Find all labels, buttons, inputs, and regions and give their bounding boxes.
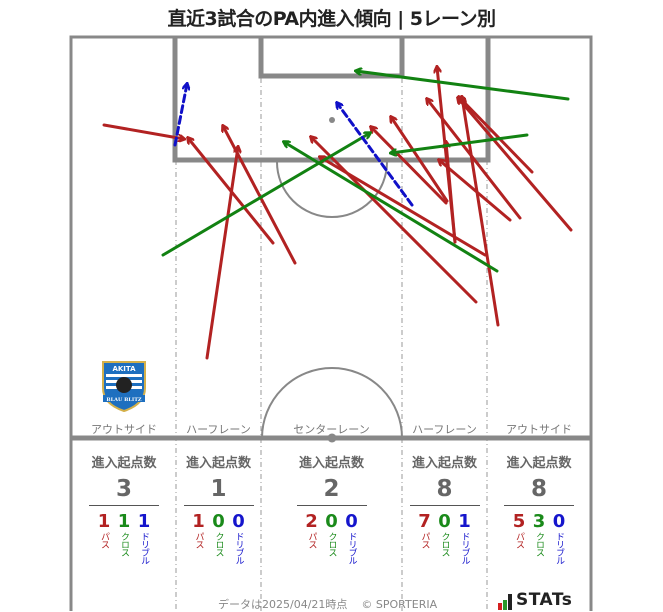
pass-arrow	[102, 123, 184, 139]
pass-count: 7	[418, 511, 431, 532]
bar-chart-icon	[498, 594, 512, 610]
cross-arrow	[284, 142, 499, 273]
cross-count: 0	[438, 511, 451, 532]
lane-label-right-halfspace: ハーフレーン	[412, 423, 477, 436]
entry-count-header: 進入起点数	[91, 456, 157, 471]
data-date: データは2025/04/21時点	[218, 598, 348, 611]
svg-text:BLAU BLITZ: BLAU BLITZ	[106, 397, 142, 403]
svg-text:AKITA: AKITA	[112, 365, 136, 373]
entry-count-total: 8	[436, 476, 453, 502]
cross-count: 1	[117, 511, 131, 532]
pass-arrow	[311, 137, 478, 304]
pass-count: 1	[97, 511, 111, 532]
cross-count: 3	[532, 511, 546, 532]
entry-count-total: 1	[210, 476, 227, 502]
pass-arrow	[205, 147, 238, 360]
pass-arrow	[446, 142, 457, 244]
stats-brand-logo: STATs	[498, 590, 572, 610]
pass-arrow	[371, 127, 448, 205]
dribble-count: 1	[458, 511, 471, 532]
dribble-count: 0	[552, 511, 566, 532]
lane-label-left-outside: アウトサイド	[91, 423, 157, 436]
pass-arrow	[458, 98, 573, 232]
lane-stats-left-halfspace: 進入起点数 1 1 パス 0 クロス 0 ドリブル	[176, 452, 261, 564]
brand-label: STATs	[516, 590, 573, 610]
team-logo: AKITA BLAU BLITZ	[102, 361, 146, 413]
entry-count-total: 3	[115, 476, 132, 502]
pass-arrow	[427, 99, 522, 220]
cross-arrow	[356, 71, 570, 101]
lane-stats-right-halfspace: 進入起点数 8 7 パス 0 クロス 1 ドリブル	[402, 452, 487, 564]
pass-count: 2	[305, 511, 318, 532]
chart-title: 直近3試合のPA内進入傾向 | 5レーン別	[167, 8, 496, 30]
pass-arrow	[320, 157, 487, 257]
cross-arrow	[391, 133, 529, 153]
cross-count: 0	[325, 511, 338, 532]
cross-arrow	[161, 133, 370, 257]
lane-dividers	[175, 78, 488, 611]
dribble-arrow	[337, 103, 414, 207]
lane-label-left-halfspace: ハーフレーン	[186, 423, 251, 436]
pass-arrow	[391, 117, 449, 203]
lane-label-center: センターレーン	[293, 423, 370, 436]
penalty-spot	[329, 117, 335, 123]
entry-count-total: 2	[323, 476, 340, 502]
dribble-count: 0	[232, 511, 245, 532]
entry-count-header: 進入起点数	[411, 456, 477, 471]
pass-arrow	[439, 160, 512, 222]
pitch-frame	[69, 35, 593, 611]
footer: データは2025/04/21時点 © SPORTERIA	[218, 596, 437, 612]
lane-stats-center: 進入起点数 2 2 パス 0 クロス 0 ドリブル	[261, 452, 402, 564]
entry-count-header: 進入起点数	[506, 456, 572, 471]
dribble-count: 1	[137, 511, 151, 532]
entry-arrows	[102, 67, 573, 360]
goal-area	[258, 37, 405, 79]
lane-label-right-outside: アウトサイド	[506, 423, 572, 436]
pass-arrow	[459, 97, 534, 174]
dribble-arrow	[173, 84, 187, 147]
dribble-count: 0	[345, 511, 358, 532]
penalty-box	[172, 37, 491, 163]
pass-arrow	[462, 97, 500, 327]
pass-count: 1	[192, 511, 205, 532]
entry-count-header: 進入起点数	[298, 456, 364, 471]
entry-count-header: 進入起点数	[185, 456, 251, 471]
center-spot	[327, 433, 337, 443]
copyright: © SPORTERIA	[361, 598, 438, 611]
pass-count: 5	[512, 511, 526, 532]
cross-count: 0	[212, 511, 225, 532]
lane-stats-right-outside: 進入起点数 8 5 パス 3 クロス 0 ドリブル	[487, 452, 591, 564]
lane-stats-left-outside: 進入起点数 3 1 パス 1 クロス 1 ドリブル	[72, 452, 176, 564]
center-circle	[261, 367, 403, 439]
entry-count-total: 8	[530, 476, 547, 502]
